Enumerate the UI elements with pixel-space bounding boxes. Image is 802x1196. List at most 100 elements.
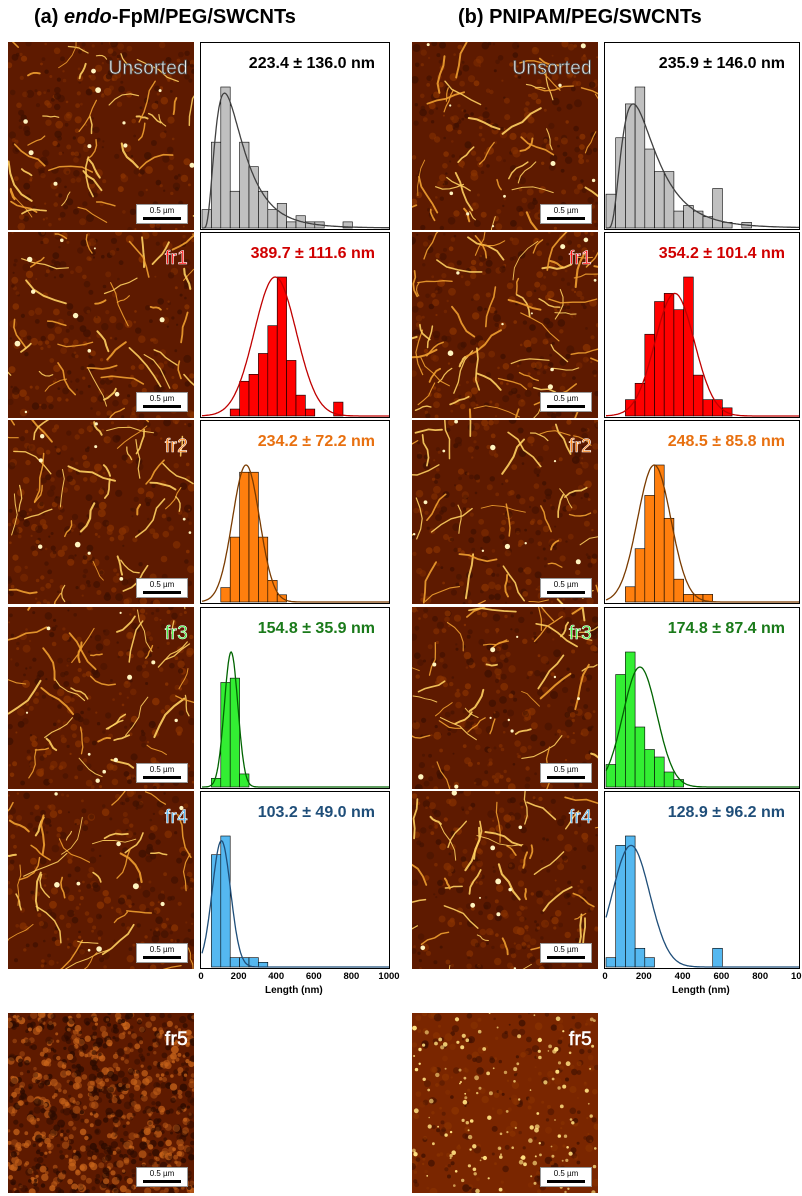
scale-bar-label: 0.5 µm xyxy=(149,1169,175,1178)
histogram-bar xyxy=(229,677,240,788)
scale-bar: 0.5 µm xyxy=(540,1167,592,1187)
histogram-bar xyxy=(663,517,675,603)
fit-curve xyxy=(606,292,799,417)
scale-bar-label: 0.5 µm xyxy=(553,580,579,589)
afm-image-fr4: fr4 0.5 µm xyxy=(8,791,194,969)
histogram-bar xyxy=(634,548,646,603)
fit-curve xyxy=(202,650,389,788)
panel-a-title: (a) endo-FpM/PEG/SWCNTs xyxy=(34,6,296,28)
histogram-bar xyxy=(258,962,269,968)
scale-bar: 0.5 µm xyxy=(136,392,188,412)
histogram-a-fr1: 389.7 ± 111.6 nm xyxy=(200,232,390,418)
afm-image-fr2: fr2 0.5 µm xyxy=(8,420,194,604)
scale-bar-line xyxy=(547,405,585,408)
afm-label: fr2 xyxy=(164,436,188,458)
histogram-a-unsorted: 223.4 ± 136.0 nm xyxy=(200,42,390,230)
histogram-bar xyxy=(211,141,222,229)
scale-bar-line xyxy=(143,591,181,594)
histogram-bar xyxy=(333,401,344,417)
fit-curve xyxy=(201,276,389,417)
afm-image-fr3: fr3 0.5 µm xyxy=(412,607,598,789)
histogram-title: 128.9 ± 96.2 nm xyxy=(667,804,785,821)
histogram-bar xyxy=(286,221,297,229)
histogram-bar xyxy=(702,594,713,603)
histogram-bar xyxy=(625,835,636,968)
histogram-bar xyxy=(683,594,694,603)
scale-bar-label: 0.5 µm xyxy=(149,945,175,954)
histogram-bar xyxy=(654,464,665,603)
histogram-title: 103.2 ± 49.0 nm xyxy=(257,804,375,821)
histogram-title: 174.8 ± 87.4 nm xyxy=(667,620,785,637)
histogram-bar xyxy=(654,756,665,788)
afm-image-fr1: fr1 0.5 µm xyxy=(8,232,194,418)
histogram-bar xyxy=(634,947,646,968)
histogram-bar xyxy=(605,957,616,968)
scale-bar-label: 0.5 µm xyxy=(149,765,175,774)
scale-bar-line xyxy=(547,776,585,779)
histogram-bar xyxy=(644,749,655,788)
histogram-b-fr2: 248.5 ± 85.8 nm xyxy=(604,420,800,604)
fit-curve xyxy=(605,844,799,968)
histogram-bar xyxy=(673,779,684,788)
histogram-b-fr1: 354.2 ± 101.4 nm xyxy=(604,232,800,418)
histogram-bar xyxy=(644,957,655,968)
histogram-bar xyxy=(248,471,259,603)
fit-curve xyxy=(201,464,389,603)
histogram-title: 223.4 ± 136.0 nm xyxy=(248,55,375,72)
fit-curve xyxy=(606,103,799,229)
histogram-bar xyxy=(220,86,231,229)
fit-curve xyxy=(201,840,389,968)
scale-bar-label: 0.5 µm xyxy=(553,1169,579,1178)
histogram-bar xyxy=(663,771,675,788)
histogram-bar xyxy=(683,276,694,417)
histogram-bar xyxy=(673,309,684,417)
x-axis-label: Length (nm) xyxy=(265,985,323,996)
scale-bar-label: 0.5 µm xyxy=(553,206,579,215)
histogram-b-fr3: 174.8 ± 87.4 nm xyxy=(604,607,800,789)
histogram-a-fr2: 234.2 ± 72.2 nm xyxy=(200,420,390,604)
scale-bar: 0.5 µm xyxy=(540,204,592,224)
histogram-title: 154.8 ± 35.9 nm xyxy=(257,620,375,637)
afm-image-fr3: fr3 0.5 µm xyxy=(8,607,194,789)
scale-bar: 0.5 µm xyxy=(136,943,188,963)
histogram-bar xyxy=(267,580,278,603)
afm-label: Unsorted xyxy=(512,58,592,80)
histogram-bar xyxy=(625,651,636,788)
scale-bar: 0.5 µm xyxy=(540,943,592,963)
afm-image-fr2: fr2 0.5 µm xyxy=(412,420,598,604)
histogram-bar xyxy=(673,210,684,229)
scale-bar-label: 0.5 µm xyxy=(149,206,175,215)
histogram-bar xyxy=(239,380,250,417)
histogram-bar xyxy=(267,325,278,417)
histogram-bar xyxy=(211,854,222,968)
histogram-bar xyxy=(615,674,626,788)
histogram-bar xyxy=(693,374,704,417)
histogram-bar xyxy=(229,190,240,229)
histogram-bar xyxy=(239,141,250,229)
histogram-bar xyxy=(342,221,353,229)
scale-bar-line xyxy=(143,776,181,779)
histogram-bar xyxy=(654,171,665,229)
histogram-bar xyxy=(258,190,269,229)
histogram-bar xyxy=(239,471,250,603)
afm-image-fr4: fr4 0.5 µm xyxy=(412,791,598,969)
panel-b-title: (b) PNIPAM/PEG/SWCNTs xyxy=(458,6,702,28)
histogram-bar xyxy=(663,171,675,229)
scale-bar-line xyxy=(547,956,585,959)
afm-label: fr5 xyxy=(568,1029,592,1051)
afm-label: Unsorted xyxy=(108,58,188,80)
scale-bar-line xyxy=(143,217,181,220)
x-axis-label: Length (nm) xyxy=(672,985,730,996)
histogram-bar xyxy=(229,408,240,417)
fit-curve xyxy=(202,92,389,229)
histogram-bar xyxy=(239,773,250,788)
scale-bar-line xyxy=(143,1180,181,1183)
histogram-bar xyxy=(673,578,684,603)
histogram-title: 354.2 ± 101.4 nm xyxy=(658,245,785,262)
histogram-title: 389.7 ± 111.6 nm xyxy=(250,245,375,262)
histogram-title: 235.9 ± 146.0 nm xyxy=(658,55,785,72)
histogram-title: 248.5 ± 85.8 nm xyxy=(667,433,785,450)
scale-bar: 0.5 µm xyxy=(136,204,188,224)
scale-bar: 0.5 µm xyxy=(136,763,188,783)
scale-bar: 0.5 µm xyxy=(540,763,592,783)
